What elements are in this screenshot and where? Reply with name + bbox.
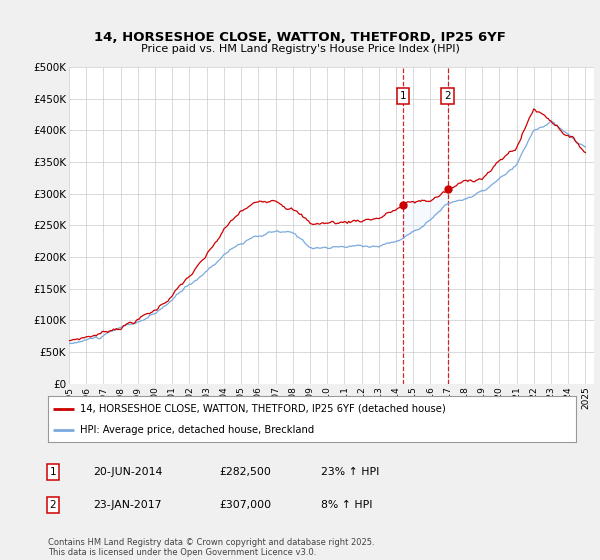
Text: 20-JUN-2014: 20-JUN-2014 (93, 467, 163, 477)
Text: 14, HORSESHOE CLOSE, WATTON, THETFORD, IP25 6YF: 14, HORSESHOE CLOSE, WATTON, THETFORD, I… (94, 31, 506, 44)
Text: 23% ↑ HPI: 23% ↑ HPI (321, 467, 379, 477)
Text: 2: 2 (49, 500, 56, 510)
Text: 8% ↑ HPI: 8% ↑ HPI (321, 500, 373, 510)
Text: 1: 1 (49, 467, 56, 477)
Text: £307,000: £307,000 (219, 500, 271, 510)
Text: 2: 2 (445, 91, 451, 101)
Text: Contains HM Land Registry data © Crown copyright and database right 2025.
This d: Contains HM Land Registry data © Crown c… (48, 538, 374, 557)
Text: £282,500: £282,500 (219, 467, 271, 477)
Text: 1: 1 (400, 91, 407, 101)
Text: 14, HORSESHOE CLOSE, WATTON, THETFORD, IP25 6YF (detached house): 14, HORSESHOE CLOSE, WATTON, THETFORD, I… (80, 404, 445, 414)
Text: 23-JAN-2017: 23-JAN-2017 (93, 500, 161, 510)
Text: HPI: Average price, detached house, Breckland: HPI: Average price, detached house, Brec… (80, 425, 314, 435)
Text: Price paid vs. HM Land Registry's House Price Index (HPI): Price paid vs. HM Land Registry's House … (140, 44, 460, 54)
